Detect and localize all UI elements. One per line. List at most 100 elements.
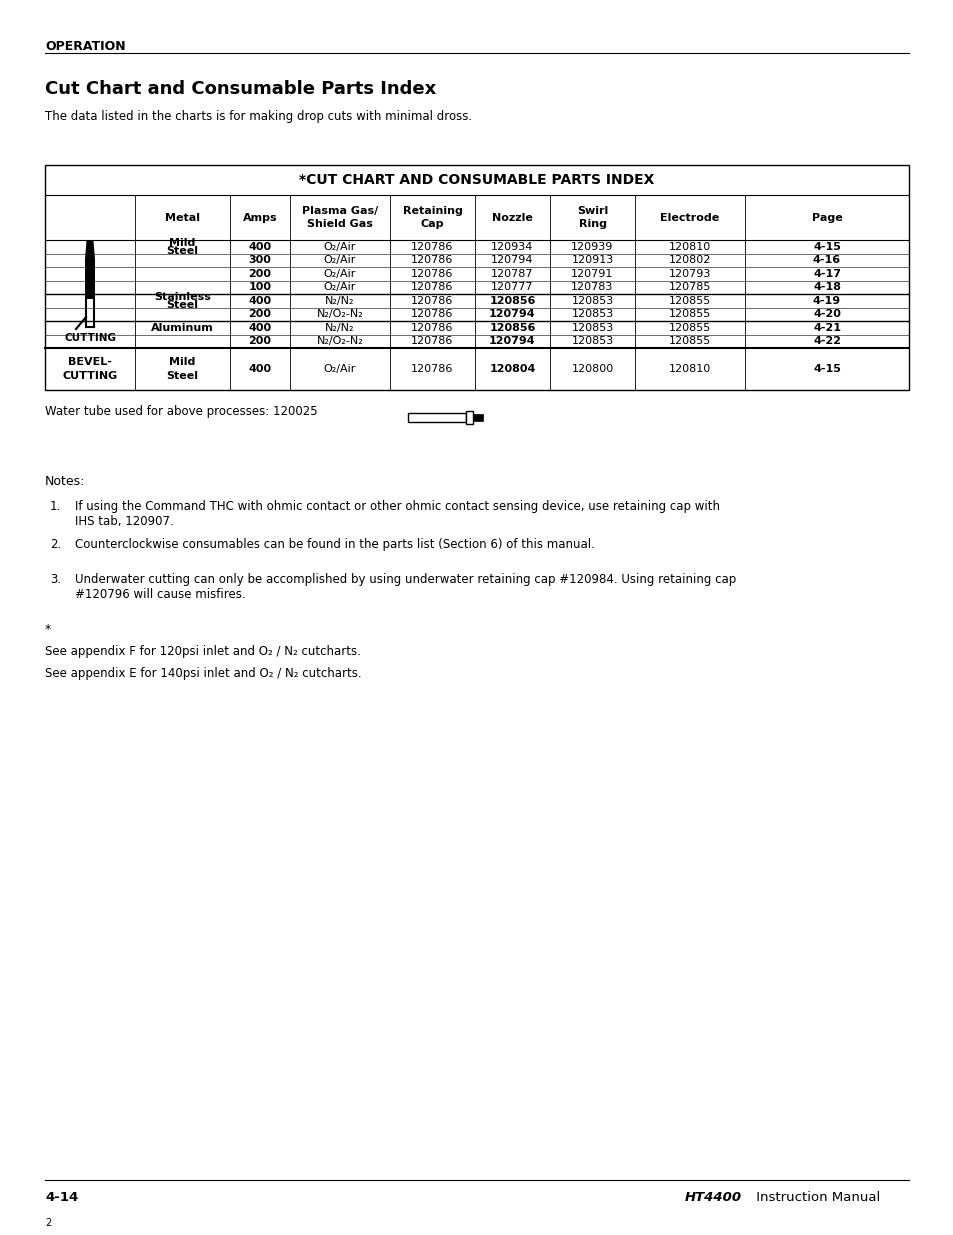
- Text: Notes:: Notes:: [45, 475, 85, 488]
- Text: O₂/Air: O₂/Air: [323, 269, 355, 279]
- Text: Cut Chart and Consumable Parts Index: Cut Chart and Consumable Parts Index: [45, 80, 436, 98]
- Text: 120777: 120777: [491, 283, 533, 293]
- Text: 2: 2: [45, 1218, 51, 1228]
- Text: 120787: 120787: [491, 269, 533, 279]
- Text: OPERATION: OPERATION: [45, 40, 126, 53]
- Text: 120786: 120786: [411, 269, 454, 279]
- Text: 120800: 120800: [571, 364, 613, 374]
- Text: 200: 200: [248, 309, 272, 320]
- Text: 400: 400: [248, 364, 272, 374]
- Text: 120810: 120810: [668, 364, 710, 374]
- Text: Instruction Manual: Instruction Manual: [751, 1191, 880, 1204]
- Text: 400: 400: [248, 242, 272, 252]
- Text: 120810: 120810: [668, 242, 710, 252]
- Text: Swirl
Ring: Swirl Ring: [577, 206, 607, 228]
- Text: Steel: Steel: [167, 246, 198, 256]
- Bar: [45, 165, 908, 390]
- Text: The data listed in the charts is for making drop cuts with minimal dross.: The data listed in the charts is for mak…: [45, 110, 472, 124]
- Text: Retaining
Cap: Retaining Cap: [402, 206, 462, 228]
- Text: *: *: [45, 622, 51, 636]
- Text: 120786: 120786: [411, 295, 454, 306]
- Text: Nozzle: Nozzle: [492, 212, 533, 222]
- Bar: [408, 412, 465, 422]
- Text: 120793: 120793: [668, 269, 710, 279]
- Text: N₂/O₂-N₂: N₂/O₂-N₂: [316, 309, 363, 320]
- Text: 400: 400: [248, 295, 272, 306]
- Text: 120853: 120853: [571, 295, 613, 306]
- Text: CUTTING: CUTTING: [64, 333, 116, 343]
- Text: 4-14: 4-14: [45, 1191, 78, 1204]
- Text: 4-21: 4-21: [812, 322, 841, 332]
- Text: 1.: 1.: [50, 500, 61, 513]
- Bar: [85, 259, 95, 299]
- Text: Aluminum: Aluminum: [151, 322, 213, 332]
- Text: O₂/Air: O₂/Air: [323, 283, 355, 293]
- Text: 120855: 120855: [668, 322, 710, 332]
- Text: Stainless: Stainless: [153, 291, 211, 301]
- Text: Steel: Steel: [167, 300, 198, 310]
- Text: 4-17: 4-17: [812, 269, 841, 279]
- Text: 120786: 120786: [411, 364, 454, 374]
- Text: 4-20: 4-20: [812, 309, 840, 320]
- Text: O₂/Air: O₂/Air: [323, 256, 355, 266]
- Text: 300: 300: [249, 256, 272, 266]
- Text: 120786: 120786: [411, 336, 454, 346]
- Text: N₂/O₂-N₂: N₂/O₂-N₂: [316, 336, 363, 346]
- Text: HT4400: HT4400: [684, 1191, 741, 1204]
- Text: 4-15: 4-15: [812, 364, 840, 374]
- Bar: [465, 411, 473, 424]
- Text: 4-22: 4-22: [812, 336, 841, 346]
- Text: See appendix E for 140psi inlet and O₂ / N₂ cutcharts.: See appendix E for 140psi inlet and O₂ /…: [45, 667, 361, 680]
- Text: N₂/N₂: N₂/N₂: [325, 295, 355, 306]
- Polygon shape: [85, 241, 95, 259]
- Text: 4-16: 4-16: [812, 256, 841, 266]
- Text: 120853: 120853: [571, 309, 613, 320]
- Text: 120786: 120786: [411, 256, 454, 266]
- Text: 120791: 120791: [571, 269, 613, 279]
- Text: 120786: 120786: [411, 283, 454, 293]
- Text: 120939: 120939: [571, 242, 613, 252]
- Text: Electrode: Electrode: [659, 212, 719, 222]
- Text: 120786: 120786: [411, 322, 454, 332]
- Text: 120786: 120786: [411, 242, 454, 252]
- Text: 120913: 120913: [571, 256, 613, 266]
- Text: 400: 400: [248, 322, 272, 332]
- Text: Mild: Mild: [169, 238, 195, 248]
- Text: 120802: 120802: [668, 256, 710, 266]
- Text: 120794: 120794: [489, 336, 536, 346]
- Text: 120855: 120855: [668, 295, 710, 306]
- Text: Amps: Amps: [242, 212, 277, 222]
- Text: See appendix F for 120psi inlet and O₂ / N₂ cutcharts.: See appendix F for 120psi inlet and O₂ /…: [45, 645, 360, 658]
- Text: 120783: 120783: [571, 283, 613, 293]
- Text: O₂/Air: O₂/Air: [323, 364, 355, 374]
- Text: CUTTING: CUTTING: [62, 370, 117, 382]
- Text: O₂/Air: O₂/Air: [323, 242, 355, 252]
- Text: 120794: 120794: [491, 256, 533, 266]
- Text: 200: 200: [248, 336, 272, 346]
- Text: Underwater cutting can only be accomplished by using underwater retaining cap #1: Underwater cutting can only be accomplis…: [75, 573, 736, 601]
- Text: 4-15: 4-15: [812, 242, 840, 252]
- Text: 120786: 120786: [411, 309, 454, 320]
- Text: Page: Page: [811, 212, 841, 222]
- Text: N₂/N₂: N₂/N₂: [325, 322, 355, 332]
- Text: Counterclockwise consumables can be found in the parts list (Section 6) of this : Counterclockwise consumables can be foun…: [75, 538, 595, 551]
- Text: 120794: 120794: [489, 309, 536, 320]
- Text: 120855: 120855: [668, 309, 710, 320]
- Text: 120853: 120853: [571, 322, 613, 332]
- Text: 120856: 120856: [489, 322, 536, 332]
- Bar: [473, 414, 482, 421]
- Text: 120855: 120855: [668, 336, 710, 346]
- Text: BEVEL-: BEVEL-: [68, 357, 112, 367]
- Text: 4-18: 4-18: [812, 283, 841, 293]
- Text: 120934: 120934: [491, 242, 533, 252]
- Text: Plasma Gas/
Shield Gas: Plasma Gas/ Shield Gas: [301, 206, 377, 228]
- Text: *CUT CHART AND CONSUMABLE PARTS INDEX: *CUT CHART AND CONSUMABLE PARTS INDEX: [299, 173, 654, 186]
- Text: 120856: 120856: [489, 295, 536, 306]
- Text: Mild: Mild: [169, 357, 195, 367]
- Text: 120804: 120804: [489, 364, 536, 374]
- Text: 3.: 3.: [50, 573, 61, 585]
- Text: 4-19: 4-19: [812, 295, 841, 306]
- Text: Steel: Steel: [167, 370, 198, 382]
- Text: If using the Command THC with ohmic contact or other ohmic contact sensing devic: If using the Command THC with ohmic cont…: [75, 500, 720, 529]
- Text: Water tube used for above processes: 120025: Water tube used for above processes: 120…: [45, 405, 317, 417]
